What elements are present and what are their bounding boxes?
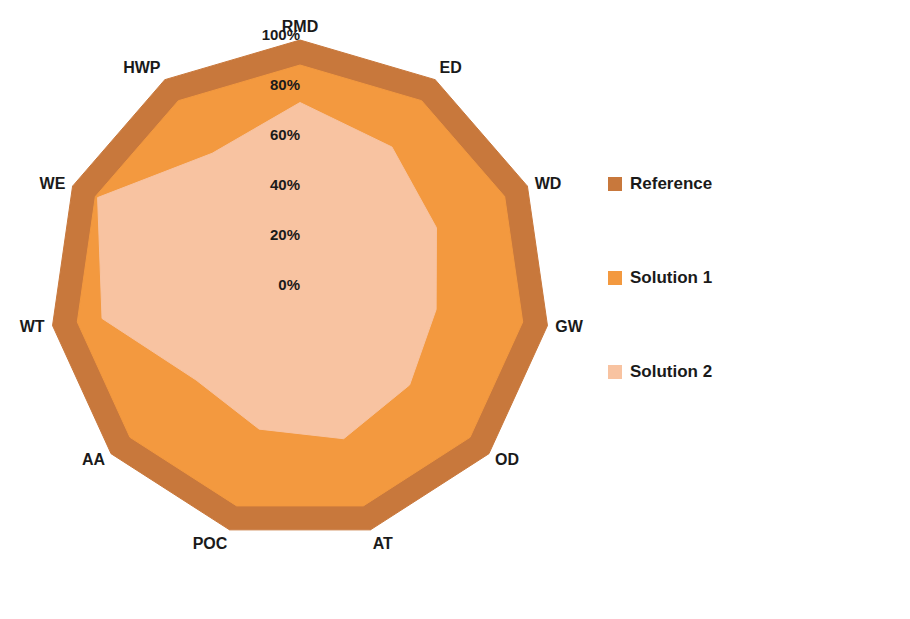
svg-text:WD: WD [535, 175, 562, 192]
svg-text:40%: 40% [270, 176, 300, 193]
svg-text:GW: GW [555, 318, 583, 335]
svg-text:100%: 100% [262, 26, 300, 43]
svg-text:0%: 0% [278, 276, 300, 293]
svg-text:20%: 20% [270, 226, 300, 243]
svg-text:60%: 60% [270, 126, 300, 143]
svg-text:WT: WT [20, 318, 45, 335]
html-text:Reference: Reference [630, 174, 713, 193]
svg-text:OD: OD [495, 451, 519, 468]
svg-text:AT: AT [373, 535, 393, 552]
svg-text:ED: ED [439, 59, 461, 76]
svg-text:WE: WE [40, 175, 66, 192]
svg-text:RMD: RMD [281, 18, 319, 35]
svg-text:AA: AA [82, 451, 106, 468]
svg-text:80%: 80% [270, 76, 300, 93]
svg-text:POC: POC [193, 535, 228, 552]
html-text:Solution 2: Solution 2 [630, 362, 713, 381]
svg-text:HWP: HWP [123, 59, 161, 76]
html-text:Solution 1: Solution 1 [630, 268, 713, 287]
